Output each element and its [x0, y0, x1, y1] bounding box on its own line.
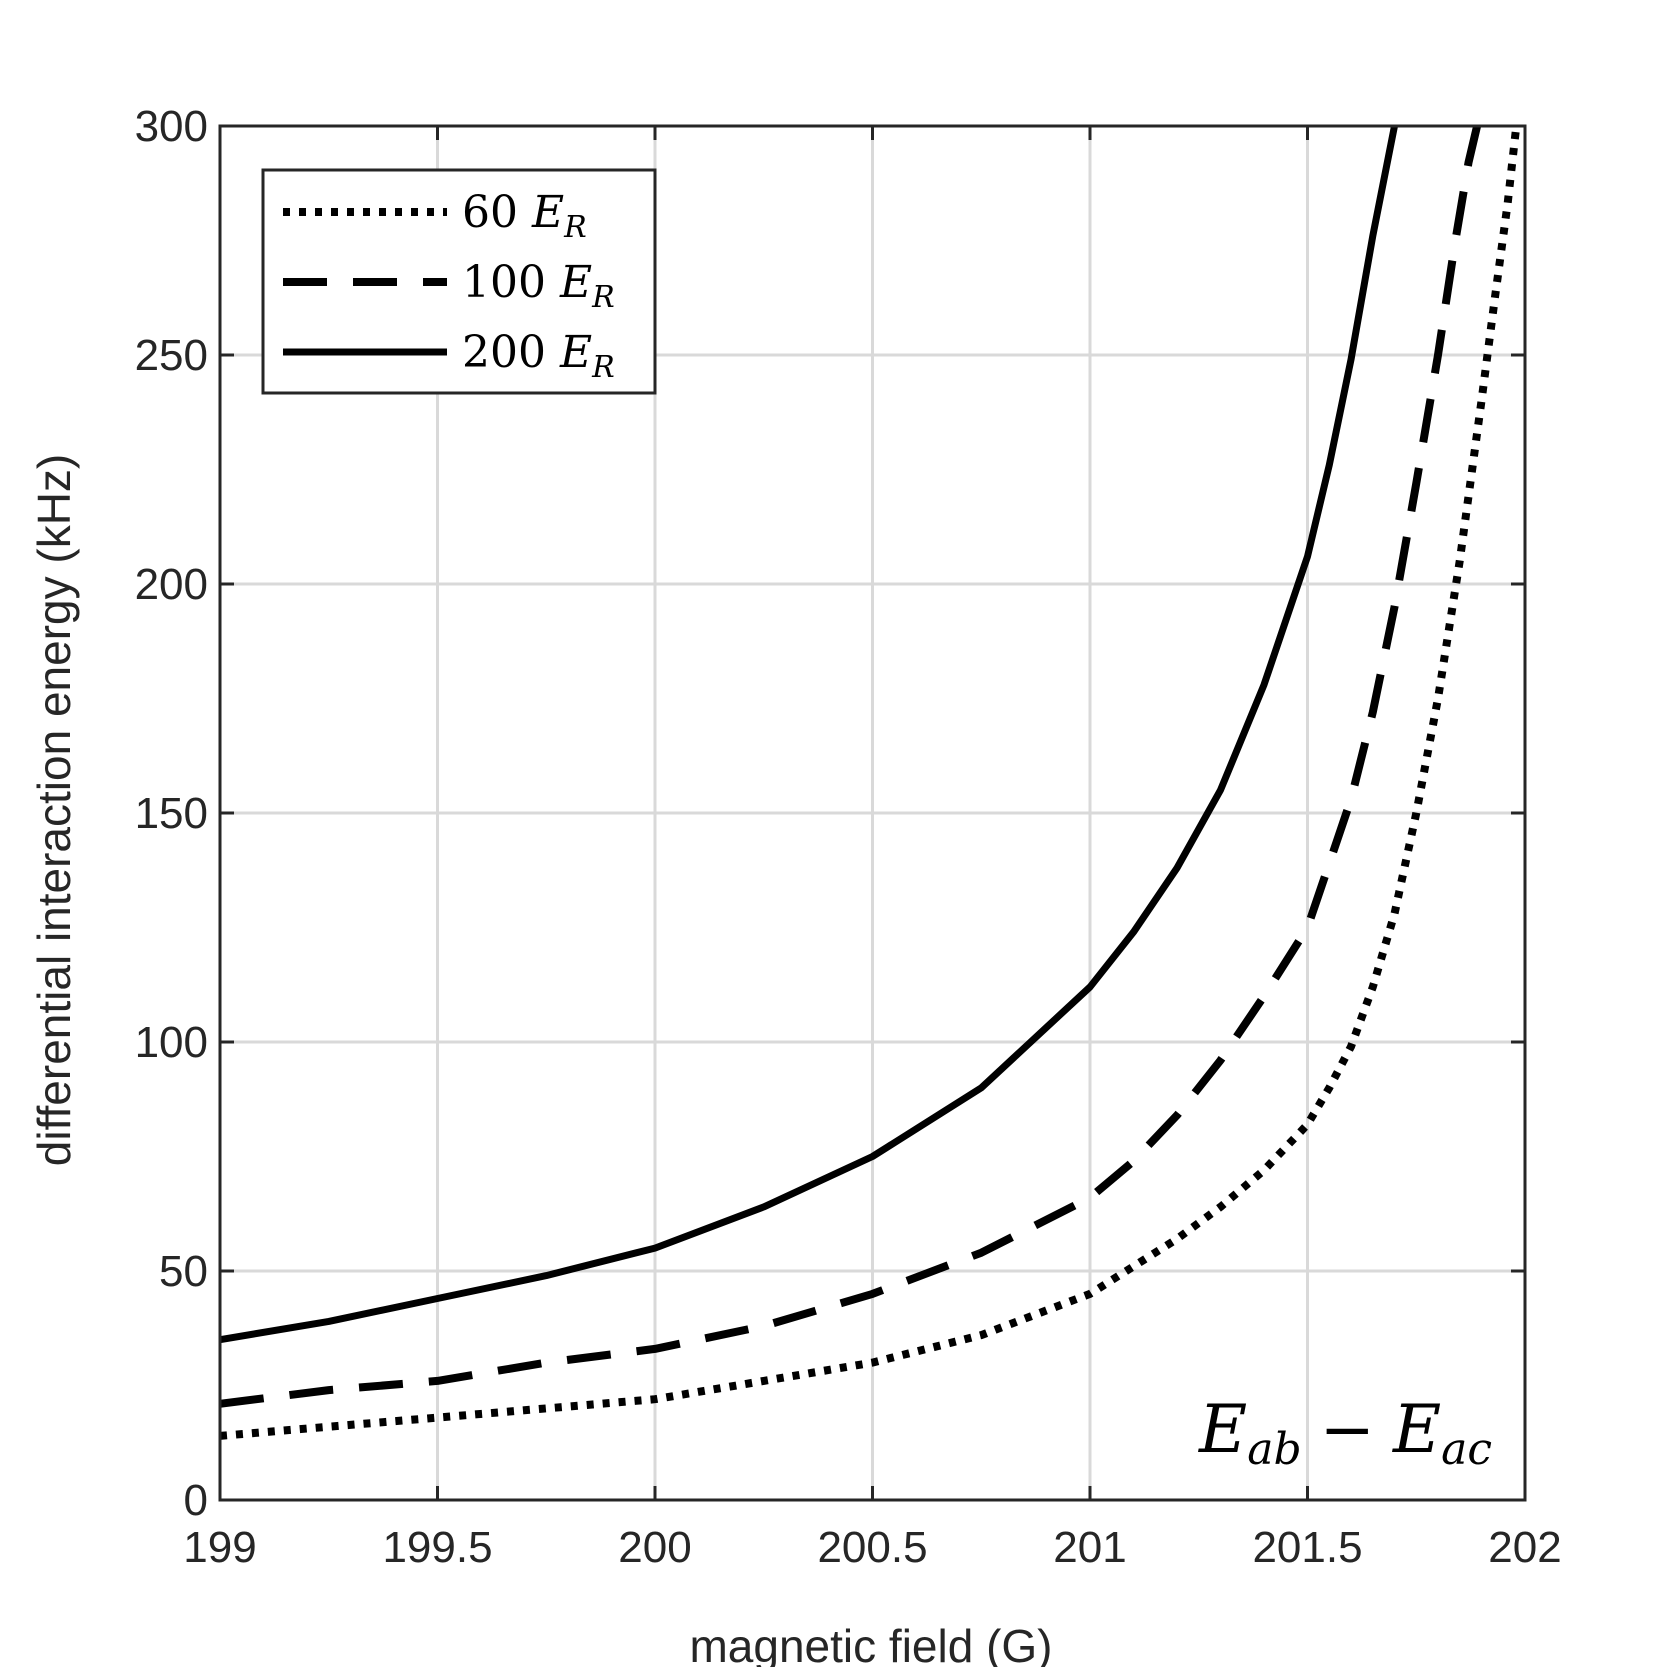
- x-tick-label: 199.5: [382, 1523, 492, 1572]
- annotation-e2: E: [1392, 1391, 1441, 1468]
- legend-num: 100: [462, 257, 560, 308]
- legend-symbol: E: [559, 257, 592, 308]
- legend-box: [261, 168, 657, 395]
- y-tick-label: 100: [135, 1018, 208, 1067]
- legend-entry-100-er: 100 ER: [462, 257, 615, 315]
- legend-num: 200: [462, 327, 560, 378]
- y-tick-label: 0: [184, 1476, 208, 1525]
- series-layer: [219, 125, 1521, 1440]
- y-tick-label: 250: [135, 331, 208, 380]
- x-axis-label: magnetic field (G): [689, 1620, 1052, 1667]
- series-line-60-er: [219, 125, 1521, 1440]
- legend-symbol: E: [559, 327, 592, 378]
- x-tick-label: 202: [1488, 1523, 1561, 1572]
- x-tick-label: 200: [618, 1523, 691, 1572]
- legend-entry-60-er: 60 ER: [462, 187, 587, 245]
- grid: [220, 126, 1525, 1500]
- legend-symbol: E: [531, 187, 564, 238]
- y-tick-label: 300: [135, 102, 208, 151]
- legend-num: 60: [462, 187, 532, 238]
- legend-entry-200-er: 200 ER: [462, 327, 615, 385]
- ticks: 199 199.5 200 200.5 201 201.5 2020501001502002…: [135, 102, 1562, 1572]
- y-tick-label: 150: [135, 789, 208, 838]
- annotation-sub2: ac: [1441, 1424, 1492, 1475]
- x-tick-label: 201: [1053, 1523, 1126, 1572]
- annotation-e1: E: [1198, 1391, 1247, 1468]
- annotation-label: Eab − Eac: [1198, 1391, 1492, 1475]
- x-tick-label: 199: [183, 1523, 256, 1572]
- series-line-200-er: [219, 125, 1398, 1344]
- x-tick-label: 201.5: [1252, 1523, 1362, 1572]
- y-tick-label: 50: [159, 1247, 208, 1296]
- y-axis-label: differential interaction energy (kHz): [28, 454, 80, 1166]
- legend-subscript: R: [591, 280, 615, 315]
- y-tick-label: 200: [135, 560, 208, 609]
- annotation-sub1: ab: [1247, 1424, 1301, 1475]
- legend-subscript: R: [563, 210, 587, 245]
- annotation-minus: −: [1320, 1391, 1375, 1468]
- series-line-100-er: [219, 125, 1481, 1408]
- x-tick-label: 200.5: [817, 1523, 927, 1572]
- legend-subscript: R: [591, 350, 615, 385]
